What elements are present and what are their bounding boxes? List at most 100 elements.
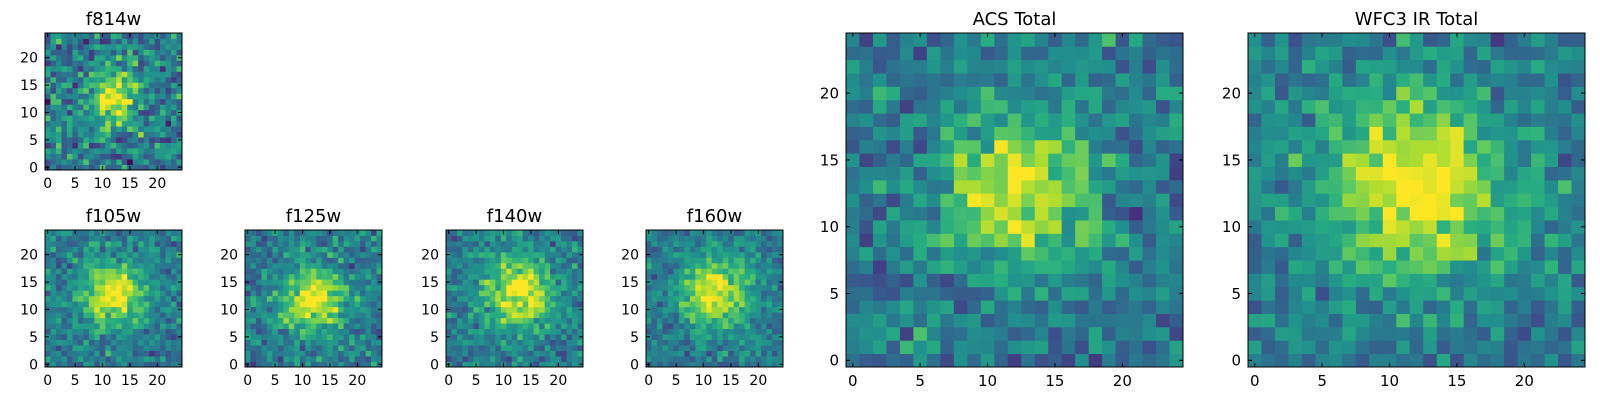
heatmap-cell	[343, 268, 350, 275]
x-tick-label: 0	[43, 373, 52, 389]
heatmap-cell	[149, 33, 155, 39]
heatmap-cell	[899, 59, 914, 74]
heatmap-cell	[1450, 246, 1465, 261]
y-tick-label: 20	[421, 248, 439, 264]
heatmap-cells	[45, 230, 183, 368]
heatmap-cell	[1115, 86, 1130, 101]
heatmap-cell	[1102, 313, 1116, 328]
heatmap-cell	[294, 230, 301, 236]
heatmap-cell	[517, 240, 524, 247]
heatmap-cell	[766, 230, 773, 236]
heatmap-cell	[310, 334, 317, 340]
heatmap-cell	[1531, 73, 1545, 87]
heatmap-cell	[656, 279, 663, 286]
heatmap-cell	[343, 339, 350, 346]
heatmap-cell	[555, 317, 562, 324]
heatmap-cell	[1142, 139, 1157, 154]
heatmap-cell	[1369, 286, 1384, 301]
heatmap-cell	[980, 139, 995, 154]
heatmap-cell	[739, 350, 746, 357]
heatmap-cell	[1490, 260, 1505, 274]
heatmap-cell	[250, 328, 257, 335]
heatmap-cell	[656, 235, 663, 242]
heatmap-cell	[1156, 33, 1170, 47]
heatmap-cell	[154, 323, 161, 330]
heatmap-cell	[261, 295, 268, 302]
heatmap-cell	[327, 268, 334, 275]
heatmap-cell	[116, 301, 123, 308]
heatmap-cell	[761, 257, 767, 264]
heatmap-cell	[154, 328, 161, 335]
heatmap-cell	[656, 328, 663, 335]
heatmap-cell	[1248, 353, 1262, 368]
heatmap-cell	[684, 312, 691, 319]
heatmap-cell	[250, 306, 257, 313]
heatmap-cell	[88, 268, 95, 275]
heatmap-cell	[127, 142, 134, 149]
heatmap-cell	[83, 60, 90, 67]
heatmap-cell	[77, 104, 84, 111]
heatmap-cell	[1477, 139, 1492, 154]
heatmap-cell	[354, 284, 361, 291]
heatmap-cell	[116, 295, 123, 302]
heatmap-cell	[662, 317, 669, 324]
heatmap-cell	[1142, 99, 1157, 114]
heatmap-cell	[1129, 340, 1143, 355]
heatmap-cell	[143, 273, 150, 280]
heatmap-cell	[88, 98, 95, 105]
heatmap-cell	[539, 251, 546, 258]
heatmap-cell	[1517, 193, 1532, 208]
heatmap-cell	[651, 273, 658, 280]
heatmap-cell	[1558, 153, 1572, 167]
heatmap-cell	[522, 312, 529, 319]
heatmap-cell	[1544, 99, 1559, 114]
heatmap-cell	[245, 301, 251, 308]
heatmap-cell	[1261, 193, 1276, 208]
heatmap-cell	[1369, 273, 1384, 288]
heatmap-cell	[176, 240, 183, 247]
heatmap-cell	[143, 115, 150, 122]
heatmap-cell	[1048, 73, 1063, 87]
heatmap-cell	[1274, 300, 1289, 314]
heatmap-cell	[116, 279, 123, 286]
heatmap-cell	[132, 284, 139, 291]
heatmap-cell	[522, 273, 529, 280]
heatmap-cell	[121, 339, 128, 346]
heatmap-cell	[500, 235, 507, 242]
heatmap-cell	[1477, 300, 1492, 314]
heatmap-cell	[1156, 260, 1170, 274]
heatmap-cell	[1558, 313, 1572, 328]
heatmap-cell	[376, 284, 383, 291]
heatmap-cell	[980, 340, 995, 355]
heatmap-cell	[728, 317, 735, 324]
heatmap-cell	[478, 356, 485, 362]
heatmap-cell	[45, 323, 51, 330]
heatmap-cell	[913, 166, 928, 181]
heatmap-cell	[695, 317, 702, 324]
heatmap-cell	[940, 59, 955, 74]
heatmap-cell	[1396, 126, 1411, 141]
heatmap-cell	[127, 82, 134, 89]
heatmap-cell	[50, 350, 57, 357]
heatmap-cell	[94, 235, 101, 242]
heatmap-cell	[678, 235, 685, 242]
heatmap-cell	[646, 350, 652, 357]
heatmap-cell	[88, 339, 95, 346]
heatmap-cell	[176, 87, 183, 94]
heatmap-cell	[706, 350, 713, 357]
heatmap-cell	[1544, 313, 1559, 328]
heatmap-cell	[110, 142, 117, 149]
heatmap-cell	[171, 350, 177, 357]
heatmap-cell	[105, 54, 112, 61]
heatmap-cell	[250, 246, 257, 253]
heatmap-cell	[154, 312, 161, 319]
heatmap-cell	[886, 113, 901, 127]
heatmap-cell	[1169, 46, 1184, 61]
heatmap-cell	[66, 142, 73, 149]
heatmap-cell	[673, 345, 680, 351]
heatmap-cell	[160, 268, 166, 275]
heatmap-cell	[83, 356, 90, 362]
heatmap-cell	[288, 246, 295, 253]
heatmap-cell	[446, 339, 452, 346]
heatmap-cell	[733, 301, 740, 308]
